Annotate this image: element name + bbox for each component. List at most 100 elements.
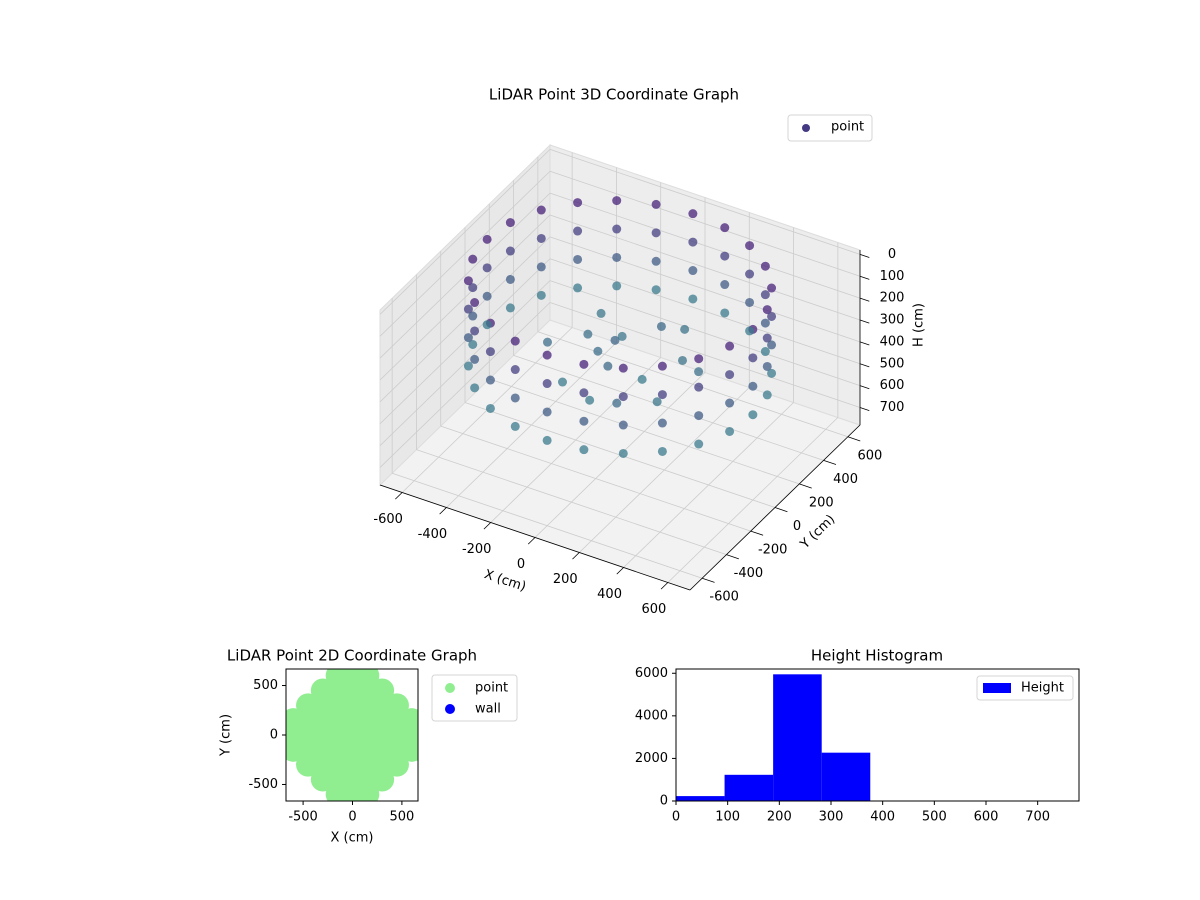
point bbox=[767, 368, 777, 378]
y-tick-label: 0 bbox=[270, 728, 278, 743]
point bbox=[760, 347, 770, 357]
point bbox=[651, 285, 661, 295]
point bbox=[694, 382, 704, 392]
point bbox=[573, 254, 583, 264]
point bbox=[745, 297, 755, 307]
point bbox=[468, 311, 478, 321]
point bbox=[688, 209, 698, 219]
x-tick-label: 0 bbox=[348, 810, 356, 825]
legend-patch bbox=[983, 683, 1011, 693]
z-tick-label: 0 bbox=[888, 247, 896, 262]
grid-line bbox=[379, 258, 551, 425]
tick-mark bbox=[702, 577, 715, 583]
point bbox=[593, 346, 603, 356]
grid-line bbox=[549, 236, 861, 343]
grid-line bbox=[549, 258, 861, 365]
point bbox=[542, 350, 552, 360]
x-tick-label: 200 bbox=[553, 572, 578, 587]
point bbox=[485, 403, 495, 413]
y-tick-label: 200 bbox=[809, 495, 834, 510]
point bbox=[725, 341, 735, 351]
point bbox=[678, 355, 687, 365]
point bbox=[617, 331, 627, 341]
z-tick-label: 700 bbox=[880, 400, 905, 415]
tick-mark bbox=[483, 522, 491, 530]
point bbox=[482, 291, 492, 301]
z-tick-label: 200 bbox=[880, 291, 905, 306]
point bbox=[657, 361, 667, 371]
point bbox=[760, 318, 770, 328]
point bbox=[485, 375, 495, 385]
point bbox=[762, 390, 772, 400]
tick-mark bbox=[660, 582, 669, 590]
point bbox=[482, 263, 492, 273]
tick-mark bbox=[799, 483, 812, 489]
tick-mark bbox=[527, 537, 536, 545]
point bbox=[485, 347, 495, 357]
x-tick-label: -600 bbox=[373, 512, 403, 527]
point bbox=[470, 298, 480, 308]
tick-mark bbox=[750, 530, 764, 536]
tick-mark bbox=[859, 253, 870, 258]
point bbox=[542, 407, 552, 417]
tick-mark bbox=[726, 554, 739, 560]
point bbox=[694, 439, 704, 449]
tick-mark bbox=[859, 275, 870, 280]
grid-line bbox=[379, 214, 551, 381]
grid-line bbox=[549, 170, 861, 277]
point bbox=[536, 262, 546, 272]
point bbox=[612, 224, 622, 234]
x-tick-label: -500 bbox=[288, 810, 318, 825]
x-tick-label: 500 bbox=[922, 810, 947, 825]
point bbox=[762, 361, 772, 371]
point bbox=[748, 381, 758, 391]
point bbox=[463, 276, 473, 286]
point bbox=[618, 448, 628, 458]
point bbox=[468, 254, 478, 264]
x-tick-label: 300 bbox=[819, 810, 844, 825]
point bbox=[470, 326, 480, 336]
legend-label: point bbox=[475, 681, 508, 696]
tick-mark bbox=[859, 341, 870, 346]
point bbox=[694, 411, 704, 421]
point bbox=[767, 340, 777, 350]
bar bbox=[724, 774, 774, 801]
point bbox=[399, 708, 418, 733]
point bbox=[463, 304, 473, 314]
point bbox=[612, 252, 622, 262]
x-tick-label: -200 bbox=[462, 542, 492, 557]
point bbox=[725, 426, 735, 436]
point bbox=[505, 246, 515, 256]
point bbox=[725, 398, 735, 408]
point bbox=[767, 311, 777, 321]
x-tick-label: 600 bbox=[641, 602, 666, 617]
grid-line bbox=[379, 192, 551, 359]
point bbox=[720, 308, 730, 318]
tick-mark bbox=[859, 385, 870, 390]
tick-mark bbox=[572, 552, 580, 560]
point bbox=[651, 256, 661, 266]
point bbox=[558, 377, 567, 387]
tick-mark bbox=[616, 567, 624, 575]
chart-title: LiDAR Point 2D Coordinate Graph bbox=[227, 647, 477, 665]
x-tick-label: 500 bbox=[389, 810, 414, 825]
y-tick-label: 6000 bbox=[635, 666, 668, 681]
point bbox=[579, 388, 589, 398]
x-tick-label: 700 bbox=[1025, 810, 1050, 825]
axis-line bbox=[379, 484, 691, 591]
y-tick-label: 0 bbox=[793, 519, 801, 534]
point bbox=[680, 324, 690, 334]
y-axis-label: Y (cm) bbox=[219, 714, 234, 757]
z-tick-label: 400 bbox=[880, 334, 905, 349]
point bbox=[505, 274, 515, 284]
axis-line bbox=[689, 424, 861, 591]
y-tick-label: 500 bbox=[253, 678, 278, 693]
point bbox=[745, 269, 755, 279]
legend-box bbox=[787, 114, 873, 142]
legend-label: Height bbox=[1021, 681, 1064, 696]
grid-line bbox=[549, 214, 861, 321]
grid-line bbox=[549, 280, 861, 387]
point bbox=[579, 416, 589, 426]
x-tick-label: 400 bbox=[870, 810, 895, 825]
point bbox=[579, 445, 589, 455]
